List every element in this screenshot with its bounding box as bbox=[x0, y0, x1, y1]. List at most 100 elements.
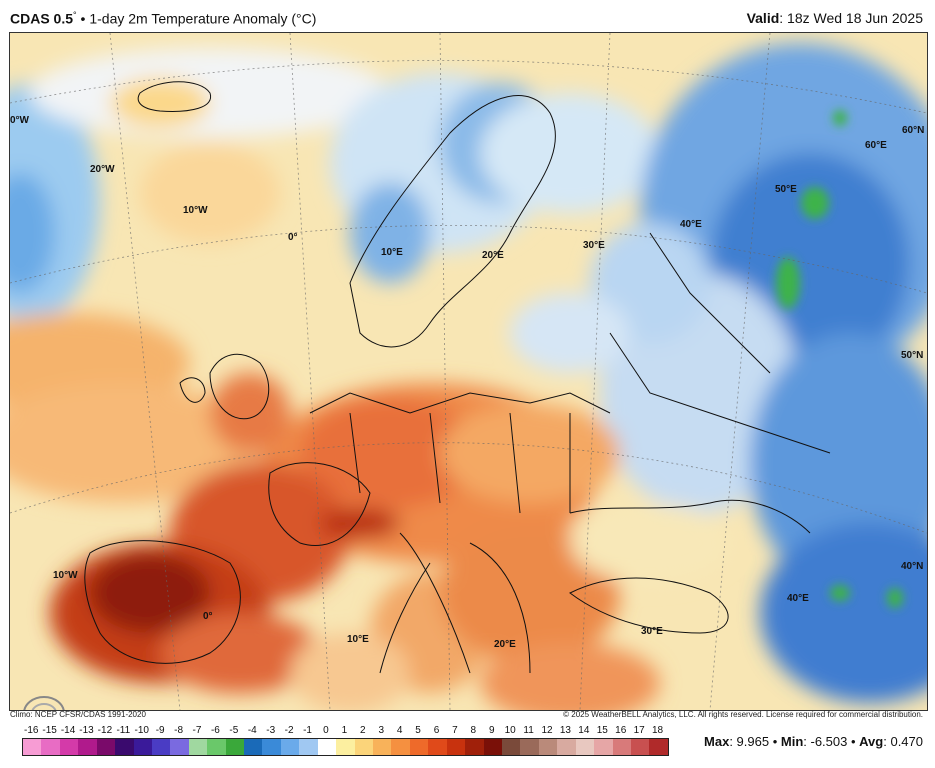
product-description: 1-day 2m Temperature Anomaly (°C) bbox=[89, 10, 317, 27]
colorbar-swatch bbox=[446, 739, 466, 755]
colorbar-swatch bbox=[280, 739, 300, 755]
valid-time: Valid: 18z Wed 18 Jun 2025 bbox=[747, 10, 923, 26]
coastlines bbox=[84, 81, 831, 674]
colorbar-swatch bbox=[649, 739, 668, 755]
colorbar-tick-label: 11 bbox=[523, 725, 534, 736]
colorbar-swatch bbox=[354, 739, 374, 755]
colorbar-tick-label: 3 bbox=[378, 725, 384, 736]
colorbar-tick-label: -16 bbox=[23, 725, 39, 736]
lat-label-40n: 40°N bbox=[901, 561, 924, 572]
colorbar-swatch bbox=[630, 739, 650, 755]
colorbar-tick-label: 16 bbox=[615, 725, 627, 736]
header: CDAS 0.5° • 1-day 2m Temperature Anomaly… bbox=[0, 0, 935, 32]
colorbar-swatch bbox=[538, 739, 558, 755]
colorbar-tick-label: 15 bbox=[596, 725, 608, 736]
copyright-note: © 2025 WeatherBELL Analytics, LLC. All r… bbox=[563, 710, 923, 719]
valid-label: Valid bbox=[746, 10, 780, 26]
colorbar-tick-label: 12 bbox=[541, 725, 553, 736]
colorbar-tick-label: -12 bbox=[97, 725, 113, 736]
colorbar-tick-label: 10 bbox=[504, 725, 516, 736]
colorbar-tick-label: 6 bbox=[433, 725, 440, 736]
lat-label-50n: 50°N bbox=[901, 350, 924, 361]
colorbar-swatch bbox=[59, 739, 79, 755]
colorbar-swatch bbox=[336, 739, 355, 755]
colorbar-swatch bbox=[244, 739, 263, 755]
colorbar-swatch bbox=[501, 739, 521, 755]
max-value: : 9.965 bbox=[729, 734, 770, 749]
colorbar-ticks: -16 -15 -14 -13 -12 -11 -10 -9 -8 -7 -6 -5 -4 -3 -2 -1 0… bbox=[22, 725, 667, 737]
colorbar-tick-label: 7 bbox=[452, 725, 458, 736]
stats-summary: Max: 9.965 • Min: -6.503 • Avg: 0.470 bbox=[704, 734, 923, 749]
lon-label-10w: 10°W bbox=[183, 205, 208, 216]
climo-note: Climo: NCEP CFSR/CDAS 1991-2020 bbox=[10, 710, 146, 719]
lat-label-60n: 60°N bbox=[902, 125, 925, 136]
colorbar-tick-label: -10 bbox=[134, 725, 149, 736]
lon-label-0: 0° bbox=[288, 232, 298, 243]
colorbar-tick-label: -1 bbox=[303, 725, 312, 736]
weatherbell-logo: WeatherBELL bbox=[22, 693, 102, 710]
colorbar-swatch bbox=[151, 739, 171, 755]
product-title: CDAS 0.5° • 1-day 2m Temperature Anomaly… bbox=[10, 10, 316, 27]
lon-label-60e: 60°E bbox=[865, 140, 887, 151]
colorbar-tick-label: -6 bbox=[210, 725, 220, 736]
colorbar-tick-label: 14 bbox=[578, 725, 590, 736]
lon-label-10w-south: 10°W bbox=[53, 570, 78, 581]
colorbar-swatch bbox=[373, 739, 392, 755]
colorbar-swatch bbox=[428, 739, 447, 755]
colorbar-tick-label: -14 bbox=[60, 725, 76, 736]
title-separator: • bbox=[80, 10, 86, 27]
colorbar-tick-label: -15 bbox=[42, 725, 57, 736]
colorbar-swatch bbox=[115, 739, 134, 755]
lon-label-40e: 40°E bbox=[680, 219, 702, 230]
colorbar-tick-label: 8 bbox=[470, 725, 477, 736]
lon-label-20e: 20°E bbox=[482, 250, 504, 261]
max-label: Max bbox=[704, 734, 730, 749]
lon-label-30e: 30°E bbox=[583, 240, 605, 251]
lon-label-20e-south: 20°E bbox=[494, 639, 516, 650]
colorbar-tick-label: -8 bbox=[174, 725, 184, 736]
colorbar-swatch bbox=[465, 739, 484, 755]
lon-label-20w: 20°W bbox=[90, 164, 115, 175]
anomaly-field bbox=[10, 43, 927, 710]
colorbar-tick-label: 5 bbox=[415, 725, 421, 736]
colorbar-swatch bbox=[207, 739, 226, 755]
colorbar-tick-label: 0 bbox=[323, 725, 329, 736]
colorbar-swatch bbox=[78, 739, 97, 755]
colorbar-tick-label: 18 bbox=[651, 725, 664, 736]
lon-label-40e-south: 40°E bbox=[787, 593, 809, 604]
min-label: Min bbox=[780, 734, 804, 749]
colorbar-tick-label: -4 bbox=[247, 725, 257, 736]
lon-label-10e: 10°E bbox=[381, 247, 403, 258]
colorbar-swatch bbox=[225, 739, 245, 755]
colorbar-swatch bbox=[299, 739, 318, 755]
colorbar-swatch bbox=[612, 739, 631, 755]
colorbar-tick-label: -13 bbox=[79, 725, 94, 736]
colorbar-tick-label: 9 bbox=[488, 725, 495, 736]
colorbar-tick-label: 4 bbox=[396, 725, 403, 736]
colorbar-swatch bbox=[262, 739, 281, 755]
colorbar-tick-label: 17 bbox=[633, 725, 645, 736]
lon-label-30e-south: 30°E bbox=[641, 626, 663, 637]
logo-graphic: WeatherBELL bbox=[23, 696, 65, 710]
colorbar-swatch bbox=[557, 739, 576, 755]
min-value: : -6.503 bbox=[803, 734, 848, 749]
lon-label-50e: 50°E bbox=[775, 184, 797, 195]
colorbar-swatch bbox=[409, 739, 429, 755]
colorbar-tick-label: -2 bbox=[284, 725, 294, 736]
colorbar-swatch bbox=[133, 739, 152, 755]
avg-label: Avg bbox=[859, 734, 884, 749]
colorbar-swatch bbox=[41, 739, 60, 755]
valid-time-value: : 18z Wed 18 Jun 2025 bbox=[779, 10, 923, 26]
colorbar-tick-label: -7 bbox=[192, 725, 202, 736]
anomaly-map[interactable]: 0°W 20°W 10°W 0° 10°E 20°E 30°E 40°E 50°… bbox=[9, 32, 928, 711]
map-canvas bbox=[10, 33, 927, 710]
colorbar-swatch bbox=[575, 739, 595, 755]
colorbar-tick-label: -9 bbox=[155, 725, 165, 736]
product-name: CDAS 0.5 bbox=[10, 10, 74, 27]
lon-label-0w: 0°W bbox=[10, 115, 29, 126]
colorbar-tick-label: -3 bbox=[266, 725, 276, 736]
colorbar-tick-label: 1 bbox=[341, 725, 348, 736]
product-degree: ° bbox=[73, 10, 77, 20]
colorbar-tick-label: -5 bbox=[229, 725, 239, 736]
colorbar-swatch bbox=[391, 739, 410, 755]
